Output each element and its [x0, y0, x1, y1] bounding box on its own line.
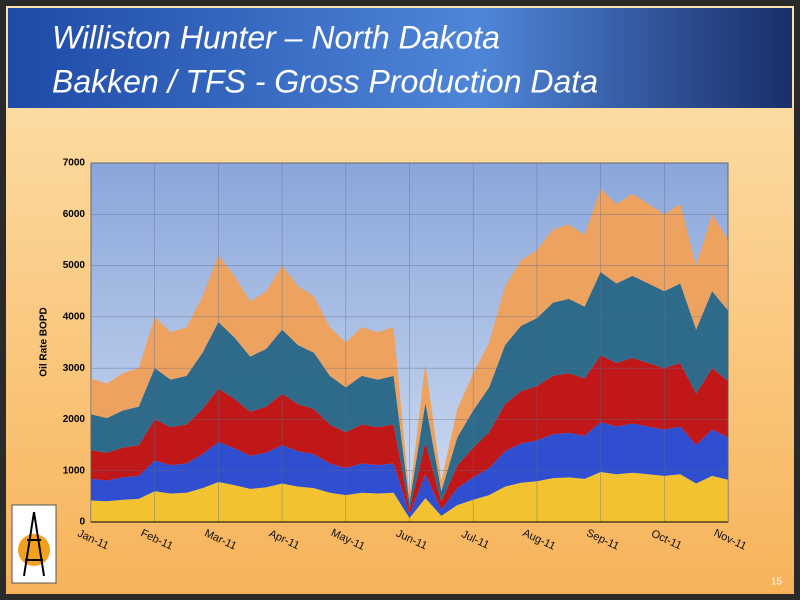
y-tick-label: 3000	[63, 363, 86, 374]
page-number: 15	[771, 577, 783, 588]
y-tick-label: 0	[79, 517, 85, 528]
area	[91, 421, 728, 519]
area	[91, 355, 728, 515]
y-tick-label: 6000	[63, 209, 86, 220]
area	[91, 188, 728, 503]
y-tick-label: 1000	[63, 465, 86, 476]
y-axis-label: Oil Rate BOPD	[39, 307, 50, 376]
y-tick-label: 7000	[63, 158, 86, 169]
y-tick-label: 5000	[63, 260, 86, 271]
area	[91, 471, 728, 522]
header-band	[8, 8, 792, 108]
logo	[11, 504, 57, 584]
y-tick-label: 4000	[63, 311, 86, 322]
title-line: Williston Hunter – North Dakota	[52, 19, 500, 55]
title-line: Bakken / TFS - Gross Production Data	[52, 63, 598, 99]
y-tick-label: 2000	[63, 414, 86, 425]
area	[91, 271, 728, 510]
